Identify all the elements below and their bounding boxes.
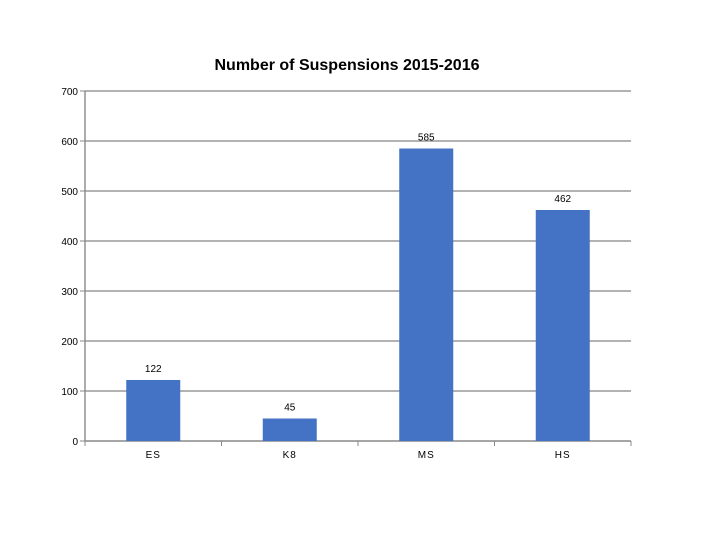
chart-title: Number of Suspensions 2015-2016	[214, 57, 480, 74]
y-tick-label-300: 300	[61, 287, 78, 298]
y-tick-label-100: 100	[61, 387, 78, 398]
bar-hs	[535, 210, 590, 441]
category-label-k8: K8	[283, 450, 297, 461]
data-label-es: 122	[145, 364, 162, 375]
category-label-es: ES	[146, 450, 161, 461]
bar-ms	[399, 148, 454, 441]
y-tick-label-400: 400	[61, 237, 78, 248]
labels: 0 100 200 300 400 500 600 700 122 ES 45 K8 585 MS 462 H…	[61, 87, 571, 461]
data-label-k8: 45	[284, 403, 296, 414]
data-label-hs: 462	[554, 194, 571, 205]
category-label-ms: MS	[418, 450, 435, 461]
category-label-hs: HS	[555, 450, 571, 461]
bars	[126, 148, 590, 441]
y-tick-label-600: 600	[61, 137, 78, 148]
y-tick-label-200: 200	[61, 337, 78, 348]
bar-es	[126, 380, 181, 441]
bar-k8	[262, 418, 317, 441]
y-tick-label-0: 0	[72, 437, 78, 448]
y-tick-label-500: 500	[61, 187, 78, 198]
y-tick-label-700: 700	[61, 87, 78, 98]
data-label-ms: 585	[418, 133, 435, 144]
